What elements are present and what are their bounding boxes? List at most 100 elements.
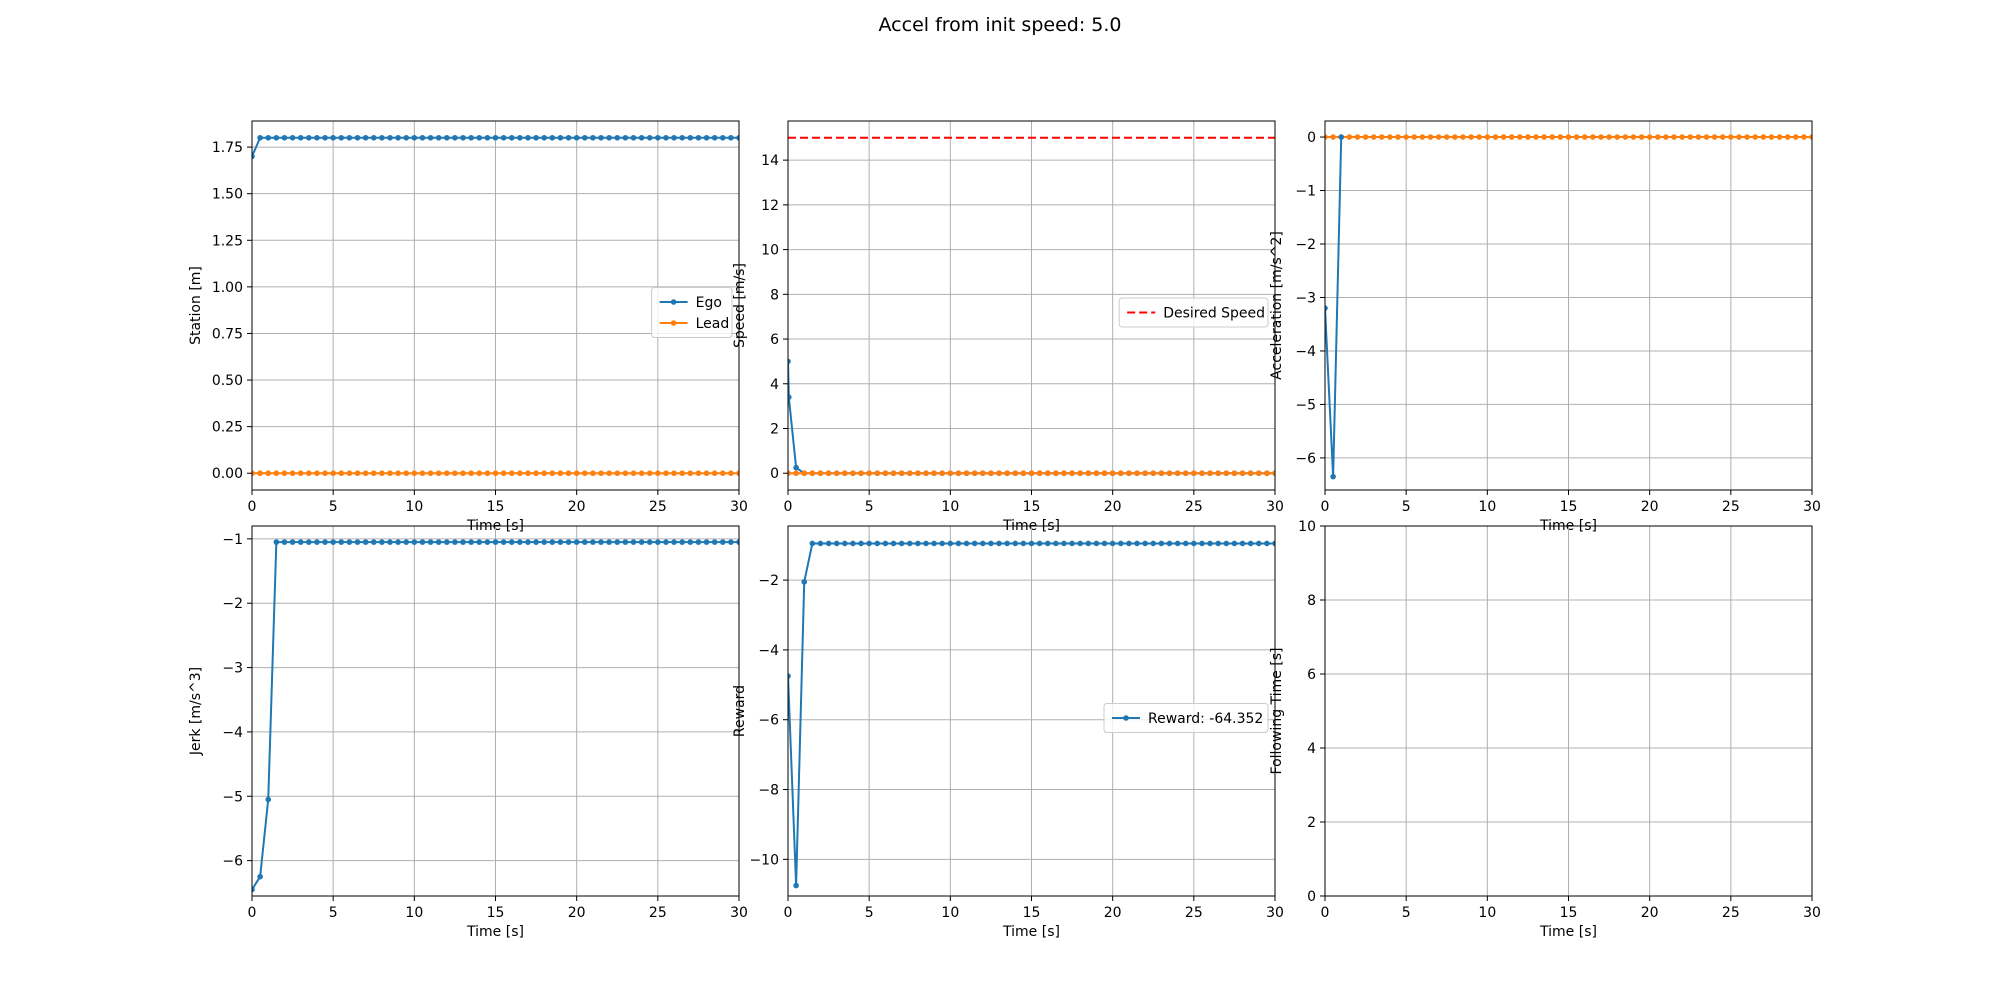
data-point — [1255, 540, 1262, 547]
x-tick-label: 10 — [941, 905, 959, 921]
data-point — [1403, 134, 1409, 140]
data-point — [1085, 540, 1092, 547]
data-point — [671, 539, 677, 545]
data-point — [646, 134, 653, 141]
data-point — [1776, 134, 1783, 140]
data-point — [728, 134, 734, 141]
data-point — [297, 539, 304, 545]
data-point — [663, 470, 669, 477]
data-point — [703, 134, 710, 141]
data-point — [1028, 540, 1035, 547]
data-point — [1053, 470, 1059, 477]
data-point — [1443, 134, 1450, 140]
data-point — [444, 470, 450, 477]
x-tick-label: 20 — [568, 905, 586, 921]
data-point — [508, 470, 515, 477]
x-tick-label: 25 — [1722, 499, 1740, 515]
y-tick-label: −4 — [1295, 344, 1316, 360]
x-tick-label: 0 — [784, 499, 793, 515]
data-point — [330, 539, 336, 545]
data-point — [1330, 134, 1336, 140]
data-point — [1419, 134, 1426, 140]
data-point — [1638, 134, 1645, 140]
y-tick-label: −3 — [222, 661, 243, 677]
data-point — [1109, 470, 1116, 477]
data-point — [1199, 470, 1205, 477]
data-point — [963, 540, 970, 547]
data-point — [297, 470, 304, 477]
data-point — [1134, 470, 1140, 477]
data-point — [1272, 540, 1275, 547]
data-point — [1387, 134, 1393, 140]
x-tick-label: 30 — [1266, 905, 1284, 921]
data-point — [1573, 134, 1580, 140]
y-tick-label: 2 — [1307, 815, 1316, 831]
data-point — [1239, 540, 1246, 547]
data-point — [858, 540, 864, 547]
data-point — [476, 134, 483, 141]
axes-frame — [1324, 120, 1813, 491]
data-point — [419, 539, 426, 545]
legend-label: Reward: -64.352 — [1148, 711, 1263, 727]
data-point — [265, 134, 272, 141]
data-point — [866, 540, 872, 547]
data-point — [557, 134, 564, 141]
data-point — [598, 134, 604, 141]
data-point — [252, 153, 255, 160]
data-point — [923, 540, 929, 547]
data-point — [549, 539, 556, 545]
data-point — [314, 539, 320, 545]
data-point — [525, 134, 531, 141]
data-point — [273, 134, 280, 141]
data-point — [622, 539, 629, 545]
data-point — [996, 470, 1002, 477]
data-point — [793, 882, 799, 889]
x-tick-label: 5 — [329, 499, 338, 515]
data-point — [695, 539, 702, 545]
data-point — [252, 470, 255, 477]
y-tick-label: 0.00 — [212, 466, 243, 482]
data-point — [1109, 540, 1116, 547]
data-point — [549, 470, 556, 477]
data-point — [1476, 134, 1483, 140]
legend-box — [1118, 297, 1269, 328]
subplot-following: 0 5 10 15 20 25 30 0 2 4 6 8 10 Time [s] Following Tim… — [1269, 519, 1821, 940]
data-point — [1654, 134, 1661, 140]
data-point — [711, 470, 718, 477]
data-point — [411, 470, 418, 477]
x-tick-label: 0 — [248, 499, 257, 515]
data-point — [460, 539, 466, 545]
data-point — [1085, 470, 1092, 477]
legend-label: Ego — [696, 295, 722, 311]
data-point — [1325, 134, 1328, 140]
y-axis-label: Speed [m/s] — [732, 263, 748, 348]
data-point — [1484, 134, 1491, 140]
data-point — [1012, 470, 1019, 477]
data-point — [1452, 134, 1458, 140]
data-point — [306, 470, 312, 477]
data-point — [630, 470, 637, 477]
data-point — [988, 540, 994, 547]
data-point — [362, 470, 369, 477]
y-tick-label: −2 — [1295, 237, 1316, 253]
data-point — [1174, 470, 1181, 477]
data-point — [492, 134, 499, 141]
data-point — [362, 134, 369, 141]
data-point — [1508, 134, 1515, 140]
data-point — [1044, 540, 1051, 547]
data-point — [346, 134, 353, 141]
data-point — [1500, 134, 1507, 140]
y-tick-label: −5 — [1295, 397, 1316, 413]
data-point — [297, 134, 304, 141]
data-point — [590, 539, 596, 545]
data-point — [1207, 470, 1213, 477]
data-point — [931, 470, 937, 477]
y-tick-label: −3 — [1295, 290, 1316, 306]
data-point — [980, 470, 986, 477]
data-point — [1223, 540, 1230, 547]
data-point — [1395, 134, 1401, 140]
y-tick-label: −10 — [749, 852, 779, 868]
data-point — [452, 539, 458, 545]
x-tick-label: 15 — [487, 905, 505, 921]
data-point — [1703, 134, 1710, 140]
